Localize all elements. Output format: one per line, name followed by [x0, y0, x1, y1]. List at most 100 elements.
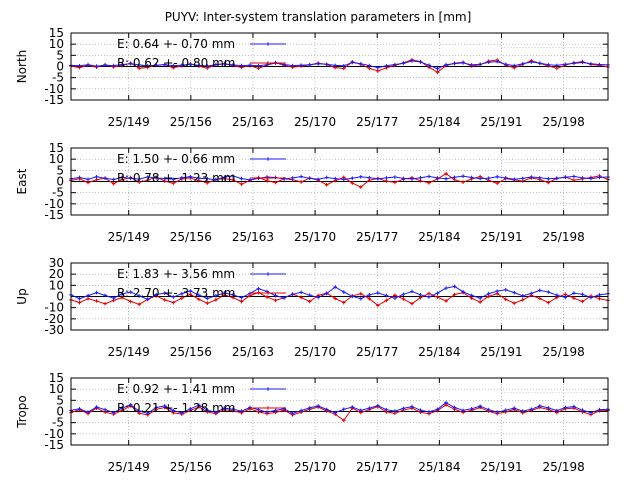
plot-frame	[70, 147, 609, 216]
data-point-e	[316, 177, 320, 182]
data-point-e	[486, 407, 491, 412]
data-point-e	[239, 63, 244, 68]
data-point-e	[529, 175, 534, 179]
y-tick-label: -20	[44, 312, 64, 326]
data-point-e	[94, 64, 99, 68]
data-point-e	[341, 64, 346, 68]
data-point-e	[410, 59, 414, 63]
x-tick-label: 25/163	[232, 115, 274, 129]
data-point-e	[478, 296, 482, 300]
y-tick-label: 15	[49, 371, 64, 385]
data-point-e	[401, 61, 406, 66]
data-point-e	[214, 410, 218, 415]
data-point-e	[290, 292, 295, 297]
data-point-e	[324, 62, 329, 67]
data-point-e	[333, 176, 338, 181]
data-point-e	[231, 293, 235, 297]
y-tick-label: 10	[49, 382, 64, 396]
data-point-e	[188, 174, 193, 179]
x-tick-label: 25/191	[480, 460, 522, 474]
data-point-e	[486, 291, 491, 296]
data-point-e	[137, 294, 141, 298]
data-point-r	[171, 181, 176, 186]
data-point-e	[359, 62, 363, 66]
data-point-e	[597, 175, 602, 180]
data-point-r	[503, 297, 508, 302]
y-tick-label: -15	[44, 438, 64, 452]
legend-r-marker	[266, 61, 270, 65]
data-point-e	[410, 177, 414, 181]
data-point-e	[316, 404, 320, 408]
data-point-e	[145, 175, 150, 179]
data-point-e	[128, 176, 133, 181]
data-point-e	[333, 63, 338, 68]
data-point-e	[214, 177, 218, 182]
data-point-e	[205, 177, 210, 181]
data-point-e	[367, 293, 372, 297]
data-point-r	[265, 179, 269, 183]
data-point-e	[248, 63, 252, 67]
data-point-e	[222, 62, 227, 66]
legend-r-marker	[266, 291, 270, 295]
data-point-e	[222, 406, 227, 410]
data-point-e	[512, 63, 517, 68]
data-point-e	[486, 176, 491, 180]
legend-e-text: E: 0.92 +- 1.41 mm	[117, 382, 235, 396]
data-point-r	[572, 296, 576, 300]
x-tick-label: 25/156	[170, 115, 212, 129]
data-point-e	[128, 290, 133, 294]
data-point-e	[222, 175, 227, 180]
data-point-r	[384, 179, 389, 183]
data-point-e	[162, 62, 167, 67]
data-point-e	[384, 293, 389, 298]
data-point-e	[401, 176, 406, 181]
data-point-e	[529, 291, 534, 296]
data-point-e	[469, 63, 474, 67]
data-point-e	[589, 62, 593, 66]
y-tick-label: -30	[44, 323, 64, 337]
data-point-e	[162, 176, 167, 181]
y-tick-label: -5	[52, 186, 64, 200]
x-tick-label: 25/163	[232, 345, 274, 359]
data-point-e	[180, 175, 184, 180]
data-point-r	[572, 178, 576, 182]
data-point-e	[197, 63, 201, 68]
data-point-e	[77, 64, 82, 68]
data-point-e	[435, 66, 440, 71]
data-point-e	[239, 409, 244, 413]
data-point-e	[222, 291, 227, 295]
data-point-e	[86, 177, 90, 182]
data-point-e	[103, 63, 107, 67]
data-point-e	[359, 408, 363, 413]
data-point-e	[572, 404, 576, 409]
data-point-e	[495, 410, 499, 414]
data-point-e	[452, 175, 457, 180]
series-line-r	[70, 404, 609, 422]
data-point-e	[162, 404, 167, 408]
y-tick-label: 0	[56, 405, 64, 419]
data-point-e	[341, 407, 346, 412]
data-point-e	[520, 176, 525, 181]
data-point-e	[341, 290, 346, 294]
x-tick-label: 25/184	[418, 230, 460, 244]
data-point-e	[282, 296, 286, 300]
y-tick-label: 5	[56, 48, 64, 62]
data-point-e	[580, 176, 585, 180]
data-point-r	[597, 296, 602, 301]
chart-title: PUYV: Inter-system translation parameter…	[165, 10, 472, 24]
data-point-e	[111, 63, 116, 68]
x-tick-label: 25/198	[543, 230, 585, 244]
data-point-r	[214, 298, 218, 302]
legend-e-text: E: 1.50 +- 0.66 mm	[117, 152, 235, 166]
data-point-e	[520, 294, 525, 298]
data-point-r	[444, 171, 448, 176]
y-tick-label: 15	[49, 26, 64, 40]
data-point-e	[316, 62, 320, 66]
y-tick-label: 10	[49, 152, 64, 166]
data-point-e	[273, 293, 278, 298]
series-line-r	[70, 292, 609, 307]
data-point-e	[572, 61, 576, 66]
data-point-r	[435, 295, 440, 299]
